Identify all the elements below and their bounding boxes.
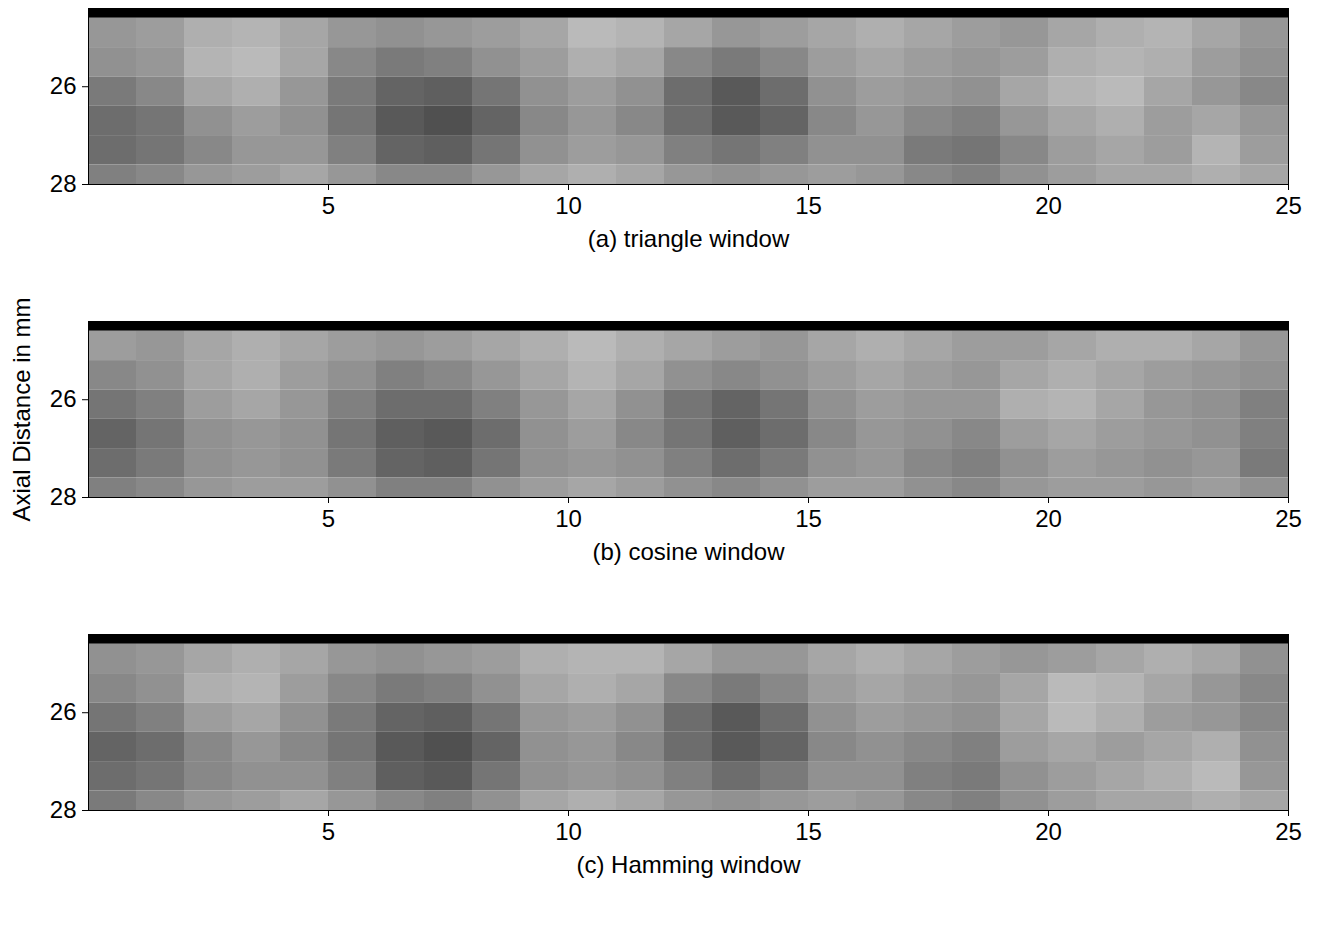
svg-text:28: 28 <box>50 796 77 823</box>
svg-text:15: 15 <box>795 818 822 845</box>
svg-text:25: 25 <box>1275 818 1302 845</box>
svg-text:15: 15 <box>795 505 822 532</box>
svg-text:20: 20 <box>1035 505 1062 532</box>
svg-text:20: 20 <box>1035 818 1062 845</box>
svg-text:26: 26 <box>50 72 77 99</box>
svg-text:28: 28 <box>50 483 77 510</box>
svg-text:Axial Distance in mm: Axial Distance in mm <box>8 297 35 521</box>
svg-text:(c) Hamming window: (c) Hamming window <box>576 851 801 878</box>
svg-text:26: 26 <box>50 385 77 412</box>
svg-text:5: 5 <box>322 192 335 219</box>
svg-text:20: 20 <box>1035 192 1062 219</box>
svg-text:10: 10 <box>555 818 582 845</box>
svg-text:10: 10 <box>555 505 582 532</box>
svg-text:5: 5 <box>322 818 335 845</box>
svg-text:5: 5 <box>322 505 335 532</box>
svg-text:25: 25 <box>1275 505 1302 532</box>
svg-text:10: 10 <box>555 192 582 219</box>
svg-text:28: 28 <box>50 170 77 197</box>
svg-text:(b) cosine window: (b) cosine window <box>592 538 785 565</box>
svg-text:(a) triangle window: (a) triangle window <box>588 225 790 252</box>
svg-text:26: 26 <box>50 698 77 725</box>
svg-text:15: 15 <box>795 192 822 219</box>
svg-text:25: 25 <box>1275 192 1302 219</box>
